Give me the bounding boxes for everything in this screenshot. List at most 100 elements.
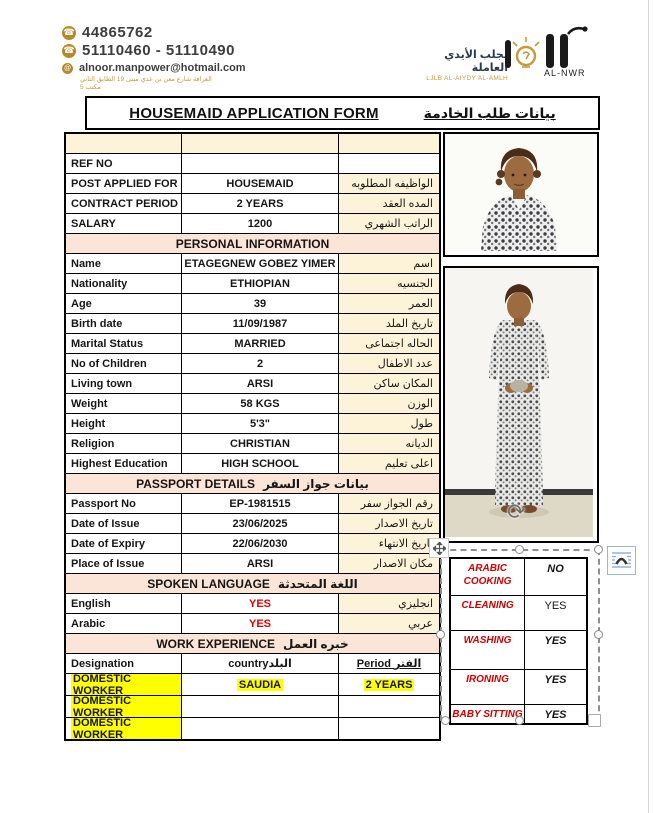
form-cell-arabic — [339, 154, 439, 173]
applicant-portrait-photo[interactable] — [443, 132, 599, 257]
form-row: English YES انجليزي — [66, 594, 439, 614]
form-cell-arabic: الوزن — [339, 394, 439, 413]
skill-value[interactable]: YES — [544, 635, 567, 647]
form-cell-label: Name — [66, 254, 182, 273]
form-row: Marital Status MARRIED الحاله اجتماعى — [66, 334, 439, 354]
page-edge-line — [648, 0, 649, 813]
form-row: Height 5'3" طول — [66, 414, 439, 434]
resize-handle-top-center[interactable] — [515, 545, 524, 554]
form-section-row: SPOKEN LANGUAGE اللغة المتحدثة — [66, 574, 439, 594]
skill-label: CLEANING — [451, 596, 525, 630]
form-cell-arabic: عربي — [339, 614, 439, 633]
form-cell-value[interactable] — [182, 718, 339, 739]
resize-handle-top-right[interactable] — [594, 545, 603, 554]
skill-value[interactable]: YES — [544, 709, 567, 721]
move-handle-icon[interactable] — [429, 538, 449, 558]
form-row: Age 39 العمر — [66, 294, 439, 314]
form-cell-arabic: 2 YEARS — [339, 674, 439, 695]
form-cell-label: Height — [66, 414, 182, 433]
resize-handle-bottom-center[interactable] — [515, 716, 524, 725]
skill-label: BABY SITTING — [451, 705, 525, 723]
layout-options-icon — [612, 552, 631, 568]
form-title-box: HOUSEMAID APPLICATION FORM بيانات طلب ال… — [85, 96, 600, 130]
resize-handle-mid-right[interactable] — [594, 630, 603, 639]
form-cell-label: DOMESTIC WORKER — [66, 674, 182, 695]
form-cell-value[interactable]: 58 KGS — [182, 394, 339, 413]
form-cell-value[interactable]: 2 — [182, 354, 339, 373]
form-blank-cell — [66, 134, 182, 153]
form-row: Name ETAGEGNEW GOBEZ YIMER اسم — [66, 254, 439, 274]
rotate-handle-icon[interactable]: ⟳ — [507, 499, 526, 524]
form-cell-label: SALARY — [66, 214, 182, 233]
form-cell-value[interactable] — [182, 696, 339, 717]
form-blank-cell — [339, 134, 439, 153]
form-cell-label: Designation — [66, 654, 182, 673]
form-cell-value[interactable]: MARRIED — [182, 334, 339, 353]
form-section-row: PASSPORT DETAILS بيانات جواز السفر — [66, 474, 439, 494]
email-address: alnoor.manpower@hotmail.com — [79, 62, 246, 74]
form-cell-value[interactable]: EP-1981515 — [182, 494, 339, 513]
form-row: Date of Issue 23/06/2025 تاريخ الاصدار — [66, 514, 439, 534]
form-cell-value[interactable]: 5'3" — [182, 414, 339, 433]
form-section-header: SPOKEN LANGUAGE اللغة المتحدثة — [66, 574, 439, 593]
form-cell-value[interactable]: 22/06/2030 — [182, 534, 339, 553]
form-title-ar: بيانات طلب الخادمة — [423, 104, 556, 121]
form-cell-value[interactable]: ETAGEGNEW GOBEZ YIMER — [182, 254, 339, 273]
form-cell-arabic: الجنسيه — [339, 274, 439, 293]
form-cell-value[interactable]: ARSI — [182, 374, 339, 393]
form-section-header: PERSONAL INFORMATION — [66, 234, 439, 253]
form-cell-value[interactable]: HOUSEMAID — [182, 174, 339, 193]
form-section-header: PASSPORT DETAILS بيانات جواز السفر — [66, 474, 439, 493]
resize-handle-bottom-left[interactable] — [441, 716, 450, 725]
skill-row: WASHING YES — [451, 631, 586, 670]
form-cell-value[interactable]: countryالبلد — [182, 654, 339, 673]
form-title-en: HOUSEMAID APPLICATION FORM — [129, 104, 379, 122]
resize-handle-bottom-right[interactable] — [588, 714, 601, 727]
form-cell-label: REF NO — [66, 154, 182, 173]
form-cell-value[interactable]: HIGH SCHOOL — [182, 454, 339, 473]
form-cell-arabic: انجليزي — [339, 594, 439, 613]
form-cell-label: Birth date — [66, 314, 182, 333]
skill-value[interactable]: YES — [544, 600, 567, 612]
form-cell-arabic: اعلى تعليم — [339, 454, 439, 473]
form-cell-value[interactable]: 1200 — [182, 214, 339, 233]
skills-table: ARABIC COOKING NO CLEANING YES WASHING YES IRO… — [449, 557, 588, 725]
form-cell-value[interactable]: SAUDIA — [182, 674, 339, 695]
form-cell-arabic: Period الفتر — [339, 654, 439, 673]
form-cell-value[interactable]: 23/06/2025 — [182, 514, 339, 533]
resize-handle-mid-left[interactable] — [436, 630, 445, 639]
agency-name-block: لجلب الأيدي العاملة LJLB AL-AIYDY AL-AML… — [408, 48, 508, 82]
form-cell-value[interactable]: CHRISTIAN — [182, 434, 339, 453]
form-cell-label: Place of Issue — [66, 554, 182, 573]
form-cell-value[interactable]: 2 YEARS — [182, 194, 339, 213]
form-cell-value[interactable] — [182, 154, 339, 173]
alnwr-logo: AL-NWR — [502, 24, 602, 85]
form-cell-label: Age — [66, 294, 182, 313]
form-cell-arabic: الديانه — [339, 434, 439, 453]
skill-row: IRONING YES — [451, 670, 586, 705]
form-cell-label: No of Children — [66, 354, 182, 373]
form-cell-arabic: عدد الاطفال — [339, 354, 439, 373]
form-cell-value[interactable]: ARSI — [182, 554, 339, 573]
agency-name-translit: LJLB AL-AIYDY AL-AMLH — [426, 75, 508, 82]
form-cell-value[interactable]: YES — [182, 594, 339, 613]
form-cell-label: POST APPLIED FOR — [66, 174, 182, 193]
skill-value[interactable]: YES — [544, 674, 567, 686]
application-table: REF NO POST APPLIED FOR HOUSEMAID الواظيفه … — [64, 132, 441, 741]
form-row: POST APPLIED FOR HOUSEMAID الواظيفه المطلو… — [66, 174, 439, 194]
form-cell-label: DOMESTIC WORKER — [66, 696, 182, 717]
form-cell-label: Weight — [66, 394, 182, 413]
skill-value[interactable]: NO — [547, 563, 564, 575]
form-cell-value[interactable]: YES — [182, 614, 339, 633]
phone-icon: ☎ — [62, 43, 76, 58]
form-cell-value[interactable]: 39 — [182, 294, 339, 313]
applicant-fullbody-photo[interactable] — [443, 266, 599, 543]
form-cell-value[interactable]: ETHIOPIAN — [182, 274, 339, 293]
form-cell-arabic: المده العقد — [339, 194, 439, 213]
form-cell-value[interactable]: 11/09/1987 — [182, 314, 339, 333]
layout-options-button[interactable] — [607, 546, 636, 575]
form-row: DOMESTIC WORKER SAUDIA 2 YEARS — [66, 674, 439, 696]
form-blank-cell — [182, 134, 339, 153]
form-cell-arabic: المكان ساكن — [339, 374, 439, 393]
form-cell-label: Arabic — [66, 614, 182, 633]
